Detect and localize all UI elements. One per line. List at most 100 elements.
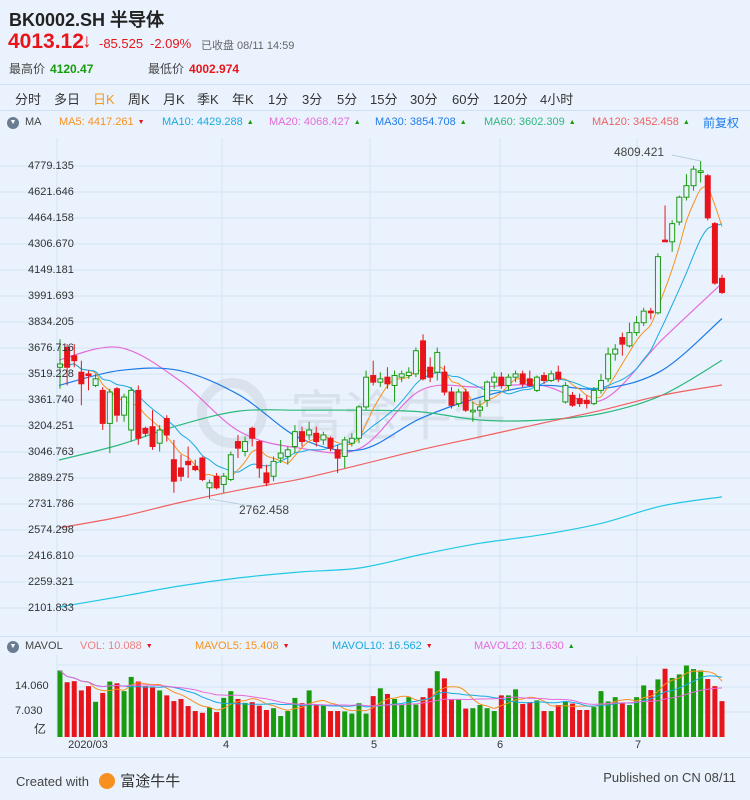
y-tick-label: 4306.670	[28, 238, 74, 250]
vol-toggle-icon[interactable]: ▼	[7, 641, 19, 653]
ma-line-ma10	[59, 223, 723, 473]
legend-item: MA120: 3452.458 ▲	[592, 116, 690, 128]
triangle-down-icon: ▼	[282, 642, 290, 650]
candle-up	[156, 429, 163, 444]
candle-up	[227, 454, 234, 481]
volume-bar	[498, 695, 504, 737]
volume-bar	[655, 679, 661, 737]
candle-up	[612, 348, 619, 355]
tab-日K[interactable]: 日K	[93, 92, 115, 107]
low-value: 4002.974	[189, 62, 240, 76]
low-price: 最低价 4002.974	[148, 60, 239, 77]
candle-up	[355, 406, 362, 439]
legend-item: MAVOL10: 16.562 ▼	[332, 640, 433, 652]
volume-bar	[555, 704, 561, 737]
candle-down	[519, 373, 526, 385]
volume-bar	[712, 686, 718, 737]
volume-bar	[356, 703, 362, 737]
legend-value: MA60: 3602.309	[484, 116, 565, 128]
y-tick-label: 3991.693	[28, 290, 74, 302]
created-with: Created with	[16, 774, 89, 789]
volume-bar	[285, 711, 291, 737]
stock-title: BK0002.SH 半导体	[9, 10, 165, 30]
triangle-down-icon: ▼	[137, 118, 145, 126]
tab-多日[interactable]: 多日	[54, 92, 81, 107]
candle-down	[647, 310, 654, 314]
candle-down	[78, 371, 85, 385]
y-tick-label: 4149.181	[28, 264, 74, 276]
volume-bar	[463, 708, 469, 737]
volume-bar	[150, 687, 156, 737]
volume-bar	[370, 696, 376, 737]
volume-bar	[705, 679, 711, 737]
volume-bar	[527, 702, 533, 737]
volume-bar	[121, 691, 127, 737]
y-tick-label: 4779.135	[28, 160, 74, 172]
published-date: Published on CN 08/11	[603, 770, 736, 785]
tab-1分[interactable]: 1分	[268, 92, 289, 107]
tab-周K[interactable]: 周K	[128, 92, 150, 107]
candle-up	[690, 168, 697, 187]
tab-60分[interactable]: 60分	[452, 92, 480, 107]
tab-30分[interactable]: 30分	[410, 92, 438, 107]
volume-bar	[299, 703, 305, 737]
candle-down	[327, 437, 334, 449]
candle-down	[555, 371, 562, 380]
divider	[0, 110, 750, 111]
candle-down	[498, 376, 505, 386]
x-tick-label: 5	[370, 739, 378, 751]
triangle-up-icon: ▲	[246, 118, 254, 126]
candle-down	[64, 346, 71, 368]
tab-年K[interactable]: 年K	[232, 92, 254, 107]
candle-down	[199, 457, 206, 481]
triangle-down-icon: ▼	[425, 642, 433, 650]
candle-up	[341, 439, 348, 457]
footer-credit: Created with 富途牛牛	[16, 770, 180, 791]
vol-unit: 亿	[34, 722, 47, 736]
candle-up	[320, 434, 327, 441]
legend-value: MAVOL5: 15.408	[195, 640, 279, 652]
candle-up	[683, 185, 690, 198]
candle-up	[106, 391, 113, 424]
candle-down	[719, 277, 725, 293]
tab-分时[interactable]: 分时	[15, 92, 42, 107]
candle-up	[348, 437, 355, 444]
volume-bar	[242, 702, 248, 737]
divider	[0, 84, 750, 85]
tab-3分[interactable]: 3分	[302, 92, 323, 107]
ma-toggle-icon[interactable]: ▼	[7, 117, 19, 129]
adjust-button[interactable]: 前复权	[703, 116, 740, 130]
volume-bar	[221, 697, 227, 737]
candle-down	[526, 378, 533, 386]
volume-bar	[612, 697, 618, 737]
candle-up	[455, 391, 462, 405]
tab-4小时[interactable]: 4小时	[540, 92, 574, 107]
y-tick-label: 2416.810	[28, 550, 74, 562]
legend-value: MA30: 3854.708	[375, 116, 456, 128]
legend-item: MA20: 4068.427 ▲	[269, 116, 361, 128]
tab-5分[interactable]: 5分	[337, 92, 358, 107]
tab-月K[interactable]: 月K	[163, 92, 185, 107]
tab-季K[interactable]: 季K	[197, 92, 219, 107]
price-change: -85.525	[99, 36, 144, 51]
volume-bar	[185, 706, 191, 737]
candle-down	[192, 465, 199, 471]
candle-down	[178, 467, 185, 477]
legend-item: MA30: 3854.708 ▲	[375, 116, 467, 128]
triangle-up-icon: ▲	[682, 118, 690, 126]
volume-bar	[342, 711, 348, 737]
volume-bar	[114, 683, 120, 737]
low-annotation: 2762.458	[239, 503, 290, 517]
volume-bar	[683, 665, 689, 737]
volume-bar	[206, 707, 212, 737]
candle-up	[669, 223, 676, 243]
triangle-down-icon: ▼	[145, 642, 153, 650]
candle-down	[163, 417, 170, 436]
candle-down	[185, 460, 192, 466]
candle-up	[284, 449, 291, 457]
tab-15分[interactable]: 15分	[370, 92, 398, 107]
price-change-percent: -2.09%	[150, 36, 192, 51]
watermark-logo-icon	[197, 378, 267, 448]
tab-120分[interactable]: 120分	[493, 92, 528, 107]
low-leader-line	[209, 498, 246, 506]
